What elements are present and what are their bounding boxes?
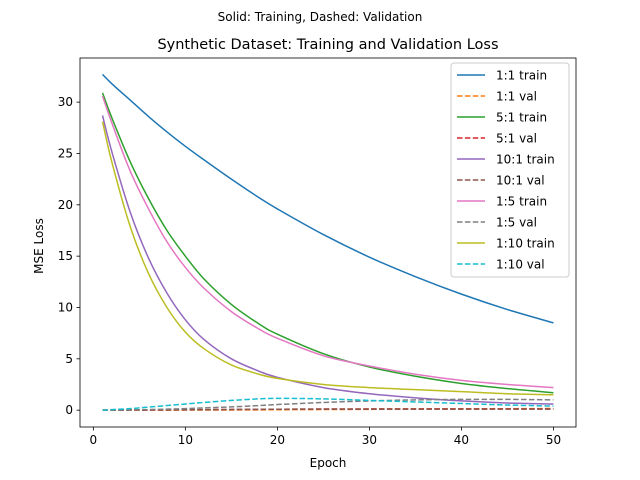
legend-label: 1:5 train [496,195,547,209]
x-tick-label: 20 [270,433,285,447]
plot-frame [79,57,577,428]
series-line-8 [101,121,554,396]
x-tick-label: 30 [362,433,377,447]
legend: 1:1 train 1:1 val 5:1 train 5:1 val 10:1 tra… [450,62,570,278]
y-tick-label: 15 [58,249,73,263]
series-line-2 [101,92,554,394]
chart-suptitle: Solid: Training, Dashed: Validation [218,10,423,24]
x-tick-label: 50 [546,433,561,447]
series-line-6 [101,95,554,389]
legend-label: 1:10 val [496,258,545,272]
series-line-7 [102,398,554,411]
legend-label: 1:10 train [496,237,555,251]
y-tick-label: 25 [58,146,73,160]
y-tick-label: 10 [58,300,73,314]
legend-label: 1:1 train [496,69,547,83]
legend-label: 5:1 train [496,111,547,125]
legend-label: 10:1 train [496,153,555,167]
series-layer [101,73,554,411]
y-tick-label: 5 [65,352,73,366]
x-tick-label: 40 [454,433,469,447]
y-tick-label: 30 [58,95,73,109]
x-tick-label: 0 [90,433,98,447]
x-tick-label: 10 [178,433,193,447]
series-line-9 [102,397,554,411]
y-axis-label: MSE Loss [32,218,46,274]
series-line-0 [102,73,554,324]
legend-label: 1:1 val [496,90,537,104]
chart-title: Synthetic Dataset: Training and Validati… [157,37,498,53]
ticks-layer: 0 10 20 30 40 50 0 5 10 15 20 25 30 [58,95,561,447]
legend-label: 1:5 val [496,216,537,230]
legend-label: 5:1 val [496,132,537,146]
y-tick-label: 0 [65,403,73,417]
legend-label: 10:1 val [496,174,545,188]
y-tick-label: 20 [58,198,73,212]
x-axis-label: Epoch [310,456,347,470]
